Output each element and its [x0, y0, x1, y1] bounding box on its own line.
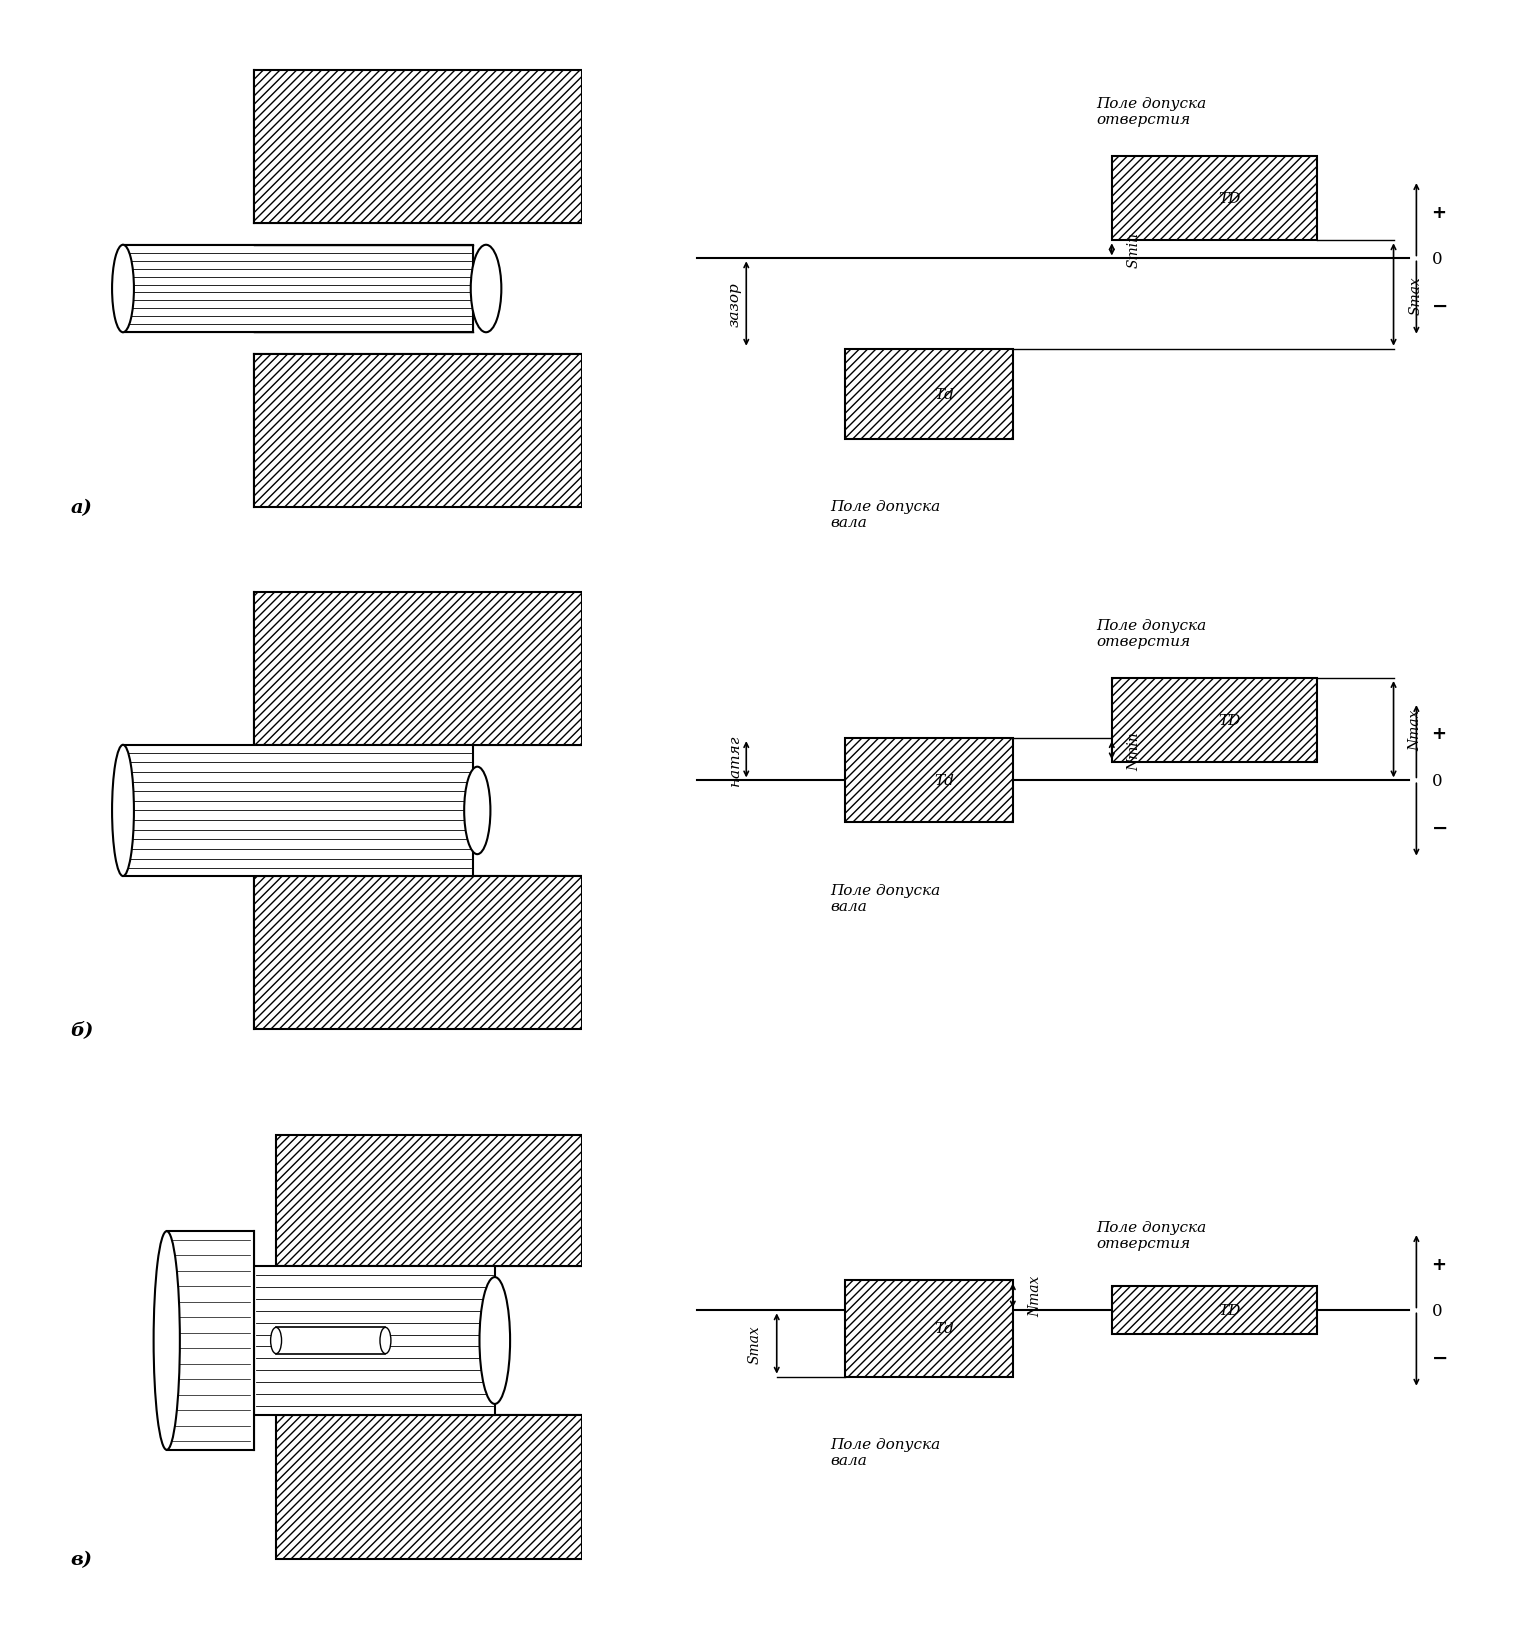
- Bar: [254, 877, 582, 1030]
- Text: +: +: [1432, 725, 1447, 743]
- Bar: [276, 1415, 582, 1560]
- Text: 0: 0: [1432, 773, 1442, 789]
- Text: Td: Td: [934, 774, 955, 787]
- Ellipse shape: [480, 1278, 510, 1403]
- Text: Поле допуска
вала: Поле допуска вала: [830, 883, 940, 913]
- Ellipse shape: [471, 246, 501, 333]
- Bar: [845, 738, 1013, 823]
- Bar: [1112, 156, 1317, 241]
- Bar: [254, 1267, 495, 1415]
- Text: Smax: Smax: [1409, 275, 1422, 315]
- Bar: [276, 1327, 385, 1355]
- Text: в): в): [70, 1550, 93, 1568]
- Bar: [845, 1281, 1013, 1377]
- Text: а): а): [70, 499, 93, 517]
- Ellipse shape: [113, 246, 134, 333]
- Text: Nmax: Nmax: [1409, 709, 1422, 750]
- Text: Smax: Smax: [748, 1324, 762, 1363]
- Bar: [254, 70, 582, 223]
- Text: Nmax: Nmax: [1028, 1275, 1042, 1317]
- Text: Поле допуска
вала: Поле допуска вала: [830, 500, 940, 530]
- Text: −: −: [1432, 818, 1448, 838]
- Text: TD: TD: [1218, 192, 1241, 205]
- Text: TD: TD: [1218, 1304, 1241, 1317]
- Bar: [123, 745, 474, 877]
- Text: Td: Td: [934, 1322, 955, 1335]
- Text: −: −: [1432, 1348, 1448, 1368]
- Bar: [254, 592, 582, 745]
- Text: Поле допуска
отверстия: Поле допуска отверстия: [1097, 96, 1206, 127]
- Ellipse shape: [271, 1327, 282, 1355]
- Text: TD: TD: [1218, 714, 1241, 727]
- Bar: [276, 1134, 582, 1267]
- Ellipse shape: [113, 745, 134, 877]
- Bar: [123, 246, 474, 333]
- Bar: [1112, 678, 1317, 763]
- Text: +: +: [1432, 1255, 1447, 1273]
- Text: +: +: [1432, 204, 1447, 222]
- Bar: [845, 349, 1013, 440]
- Text: Поле допуска
отверстия: Поле допуска отверстия: [1097, 1221, 1206, 1250]
- Text: Td: Td: [934, 388, 955, 401]
- Text: Поле допуска
отверстия: Поле допуска отверстия: [1097, 618, 1206, 649]
- Text: зазор: зазор: [728, 282, 742, 326]
- Ellipse shape: [379, 1327, 391, 1355]
- Text: Smin: Smin: [1127, 231, 1141, 269]
- Text: Nmin: Nmin: [1127, 732, 1141, 769]
- Ellipse shape: [465, 768, 490, 854]
- Text: Поле допуска
вала: Поле допуска вала: [830, 1438, 940, 1467]
- Bar: [1112, 1286, 1317, 1335]
- Text: 0: 0: [1432, 1302, 1442, 1319]
- Bar: [166, 1231, 254, 1451]
- Bar: [123, 246, 474, 333]
- Bar: [254, 355, 582, 509]
- Text: 0: 0: [1432, 251, 1442, 267]
- Ellipse shape: [154, 1231, 180, 1451]
- Text: натяг: натяг: [728, 734, 742, 786]
- Text: б): б): [70, 1020, 94, 1038]
- Text: −: −: [1432, 297, 1448, 316]
